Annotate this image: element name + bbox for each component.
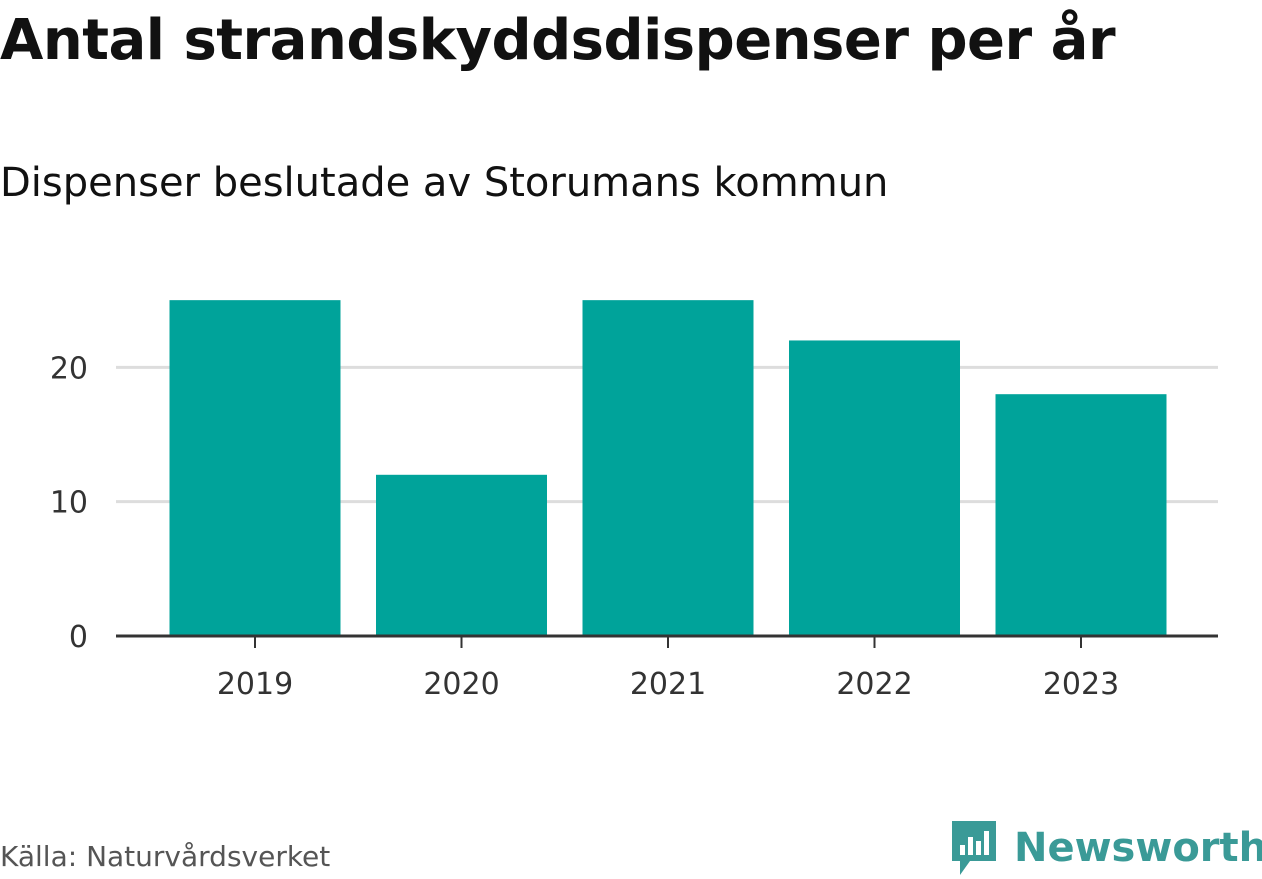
x-axis [116, 634, 1218, 648]
x-tick-label: 2021 [630, 667, 706, 702]
x-tick-label: 2019 [217, 667, 293, 702]
bar-2021 [582, 300, 754, 636]
x-tick-label: 2020 [423, 667, 499, 702]
y-axis-labels: 0 10 20 [50, 351, 88, 655]
y-tick-label: 0 [69, 620, 88, 655]
x-axis-labels: 2019 2020 2021 2022 2023 [217, 667, 1119, 702]
y-tick-label: 20 [50, 351, 88, 386]
bar-2019 [169, 300, 341, 636]
y-tick-label: 10 [50, 486, 88, 521]
newsworthy-logo-icon [952, 821, 996, 875]
chart-subtitle: Dispenser beslutade av Storumans kommun [0, 160, 889, 206]
newsworthy-logo: Newsworthy [948, 818, 1262, 878]
bar-2020 [376, 474, 547, 636]
brand-name: Newsworthy [1014, 825, 1262, 871]
chart-title: Antal strandskyddsdispenser per år [0, 8, 1116, 73]
bars [169, 300, 1167, 636]
source-note: Källa: Naturvårdsverket [0, 840, 331, 873]
bar-2023 [995, 394, 1167, 636]
bar-2022 [789, 340, 960, 636]
x-tick-label: 2023 [1043, 667, 1119, 702]
x-tick-label: 2022 [836, 667, 912, 702]
